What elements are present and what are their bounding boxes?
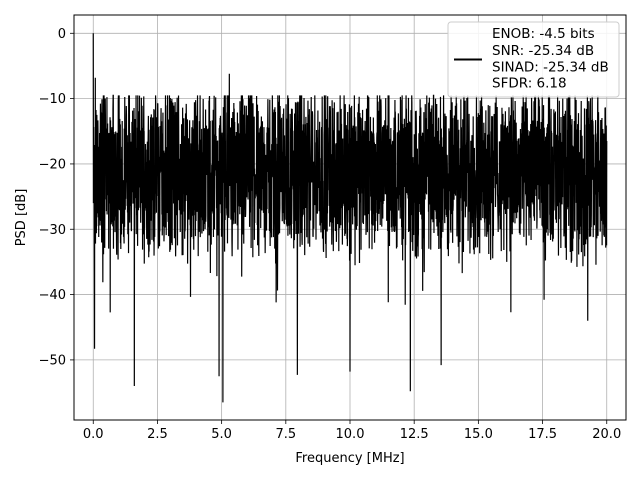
- legend: ENOB: -4.5 bits SNR: -25.34 dB SINAD: -2…: [447, 21, 620, 98]
- y-tick-label: −10: [39, 92, 66, 107]
- legend-entry-sfdr: SFDR: 6.18: [492, 76, 567, 92]
- psd-trace: [92, 33, 608, 403]
- x-tick-label: 17.5: [528, 427, 557, 442]
- x-tick-label: 5.0: [211, 427, 232, 442]
- x-tick-label: 7.5: [275, 427, 296, 442]
- y-tick-label: −30: [39, 223, 66, 238]
- x-tick-label: 0.0: [83, 427, 104, 442]
- x-axis-label: Frequency [MHz]: [295, 451, 404, 466]
- y-axis-label: PSD [dB]: [14, 189, 29, 247]
- legend-box: [447, 21, 620, 98]
- x-tick-label: 12.5: [400, 427, 429, 442]
- x-tick-label: 10.0: [336, 427, 365, 442]
- plot-frame: [73, 14, 627, 421]
- y-tick-label: −50: [39, 353, 66, 368]
- legend-entry-sinad: SINAD: -25.34 dB: [492, 60, 609, 76]
- x-tick-label: 20.0: [592, 427, 621, 442]
- series-psd: [92, 33, 608, 403]
- y-tick-label: 0: [58, 27, 66, 42]
- legend-entry-enob: ENOB: -4.5 bits: [492, 26, 595, 42]
- y-tick-label: −20: [39, 157, 66, 172]
- legend-entry-snr: SNR: -25.34 dB: [492, 43, 594, 59]
- x-tick-label: 2.5: [147, 427, 168, 442]
- x-tick-label: 15.0: [464, 427, 493, 442]
- axis-ticks: 0.0 2.5 5.0 7.5 10.0 12.5 15.0 17.5 20.0 0 −10 −20 −…: [39, 27, 622, 442]
- y-tick-label: −40: [39, 288, 66, 303]
